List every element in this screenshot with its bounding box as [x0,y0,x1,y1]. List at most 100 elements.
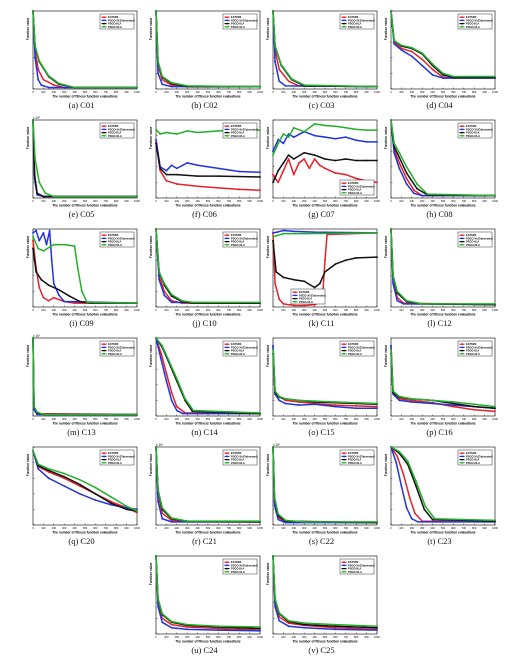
data-point [217,186,220,189]
chart-panel-c20: 0 100 200 300 400 500 600 700 800 900 1000 The numb… [22,444,141,549]
x-tick-label: 800 [354,635,359,639]
x-tick-label: 1000 [257,199,263,203]
x-tick-label: 200 [410,417,415,421]
legend-label: PSGO-XI (Elaborated) [466,345,493,349]
data-point [282,232,285,235]
x-tick-label: 100 [41,90,46,94]
x-tick-label: 300 [185,526,190,530]
chart-panel-c22: 0 100 200 300 400 500 600 700 800 900 1000 The numb… [262,443,381,549]
data-point [390,446,392,448]
data-point [292,136,295,139]
panel-caption: (o) C15 [308,427,335,437]
panel-caption: (v) C25 [308,645,335,655]
x-tick-label: 900 [364,417,369,421]
data-point [494,410,496,413]
data-point [259,520,261,522]
data-point [175,167,178,170]
data-point [42,195,45,198]
x-tick-label: 600 [333,417,338,421]
legend-marker [343,352,345,355]
x-tick-label: 200 [52,417,57,421]
data-point [259,411,261,414]
legend-label: PSGO-OLA [348,352,362,356]
data-point [284,519,287,522]
data-point [170,84,173,86]
data-point [47,86,50,89]
x-tick-label: 900 [482,199,487,203]
x-tick-label: 0 [390,199,392,203]
legend-label: EATSRS [108,124,119,128]
x-axis-label: The number of fitness function evaluatio… [410,422,475,426]
legend-box [99,13,135,30]
data-point [274,390,276,392]
data-point [334,626,337,629]
data-point [421,52,424,55]
data-point [277,142,280,145]
legend-box [339,340,375,357]
x-tick-label: 800 [354,90,359,94]
legend-label: PSGO-IILA [466,349,479,353]
data-point [259,189,261,192]
data-point [410,50,413,53]
y-axis-label: Function value [384,127,388,150]
data-point [376,405,378,408]
x-tick-label: 600 [93,526,98,530]
x-tick-label: 700 [462,308,467,312]
legend-label: PSGO-OLA [231,134,245,138]
legend-marker [343,567,345,570]
x-tick-label: 1000 [492,199,498,203]
legend-label: PSGO-XI (Elaborated) [348,18,375,22]
x-axis-label: The number of fitness function evaluatio… [175,422,240,426]
legend-marker [461,240,463,243]
data-point [125,506,128,509]
data-point [157,60,159,63]
legend-marker [226,128,228,131]
series-line-4 [272,232,378,238]
data-point [37,463,40,466]
data-point [452,401,455,403]
chart-svg: 0 100 200 300 400 500 600 700 800 900 1000 The numb… [26,116,140,208]
legend-box [99,449,135,466]
legend-label: EATSRS [466,451,477,455]
legend-marker [461,234,463,237]
legend-label: PSGO-OLA [348,25,362,29]
data-point [405,177,408,180]
data-point [442,72,444,75]
x-tick-label: 800 [472,308,477,312]
legend-marker [226,240,228,243]
data-point [334,159,337,162]
panel-caption: (k) C11 [308,318,335,328]
data-point [376,402,378,405]
legend-marker [103,452,105,455]
data-point [395,461,398,464]
legend-marker [103,352,105,355]
x-tick-label: 900 [124,199,129,203]
legend-marker [103,128,105,131]
data-point [278,395,281,398]
legend-marker [103,461,105,464]
data-point [292,173,295,176]
data-point [334,401,337,403]
data-point [259,629,261,632]
data-point [494,405,496,408]
data-point [73,302,76,304]
data-point [284,84,287,87]
legend-label: PSGO-IILA [348,349,361,353]
data-point [272,344,274,347]
x-tick-label: 300 [62,308,67,312]
data-point [42,232,45,234]
data-point [52,282,55,285]
data-point [217,627,220,630]
legend-marker [103,243,105,246]
chart-panel-c08: 0 100 200 300 400 500 600 700 800 900 1000 The numb… [380,117,499,222]
data-point [287,622,290,624]
data-point [170,293,173,296]
data-point [410,401,413,403]
data-point [170,391,173,394]
x-tick-label: 800 [237,526,242,530]
x-tick-label: 500 [323,199,328,203]
data-point [78,300,81,303]
data-point [35,229,38,232]
data-point [376,140,378,143]
data-point [405,183,408,185]
